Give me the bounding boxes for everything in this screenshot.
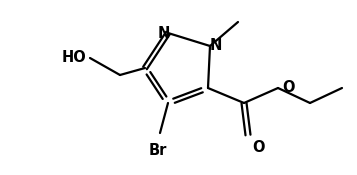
Text: HO: HO	[61, 51, 86, 65]
Text: N: N	[158, 26, 170, 40]
Text: O: O	[282, 79, 295, 94]
Text: O: O	[252, 140, 265, 155]
Text: Br: Br	[149, 143, 167, 158]
Text: N: N	[210, 38, 222, 54]
